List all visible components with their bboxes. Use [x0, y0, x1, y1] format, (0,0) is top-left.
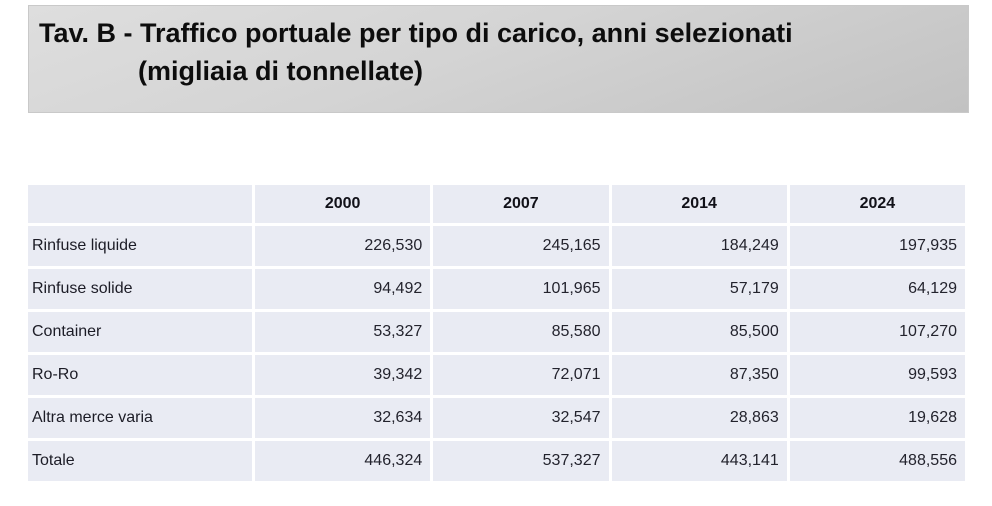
row-label: Rinfuse solide — [28, 269, 252, 309]
table-cell: 197,935 — [789, 226, 965, 266]
table-cell: 19,628 — [789, 398, 965, 438]
table-cell: 107,270 — [789, 312, 965, 352]
table-cell: 443,141 — [611, 441, 787, 481]
table-cell: 28,863 — [611, 398, 787, 438]
row-label: Ro-Ro — [28, 355, 252, 395]
column-header-2014: 2014 — [611, 185, 787, 223]
table-cell: 87,350 — [611, 355, 787, 395]
page-title-line2: (migliaia di tonnellate) — [138, 56, 424, 86]
table-cell: 32,547 — [433, 398, 609, 438]
table-cell: 32,634 — [255, 398, 431, 438]
table-cell: 57,179 — [611, 269, 787, 309]
table-cell: 85,500 — [611, 312, 787, 352]
traffic-table: 2000 2007 2014 2024 Rinfuse liquide 226,… — [28, 185, 965, 481]
table-cell: 488,556 — [789, 441, 965, 481]
table-cell: 53,327 — [255, 312, 431, 352]
table-cell: 39,342 — [255, 355, 431, 395]
row-label: Rinfuse liquide — [28, 226, 252, 266]
table-cell: 446,324 — [255, 441, 431, 481]
page-title-line1: Tav. B - Traffico portuale per tipo di c… — [39, 18, 793, 48]
table-cell: 85,580 — [433, 312, 609, 352]
table-cell: 99,593 — [789, 355, 965, 395]
table-cell: 537,327 — [433, 441, 609, 481]
table-cell: 101,965 — [433, 269, 609, 309]
table-cell: 94,492 — [255, 269, 431, 309]
column-header-2007: 2007 — [433, 185, 609, 223]
table-corner-cell — [28, 185, 252, 223]
table-cell: 245,165 — [433, 226, 609, 266]
table-cell: 72,071 — [433, 355, 609, 395]
title-banner: Tav. B - Traffico portuale per tipo di c… — [28, 5, 969, 113]
table-cell: 64,129 — [789, 269, 965, 309]
row-label: Container — [28, 312, 252, 352]
column-header-2024: 2024 — [789, 185, 965, 223]
table-cell: 184,249 — [611, 226, 787, 266]
column-header-2000: 2000 — [255, 185, 431, 223]
table-cell: 226,530 — [255, 226, 431, 266]
row-label-totale: Totale — [28, 441, 252, 481]
row-label: Altra merce varia — [28, 398, 252, 438]
